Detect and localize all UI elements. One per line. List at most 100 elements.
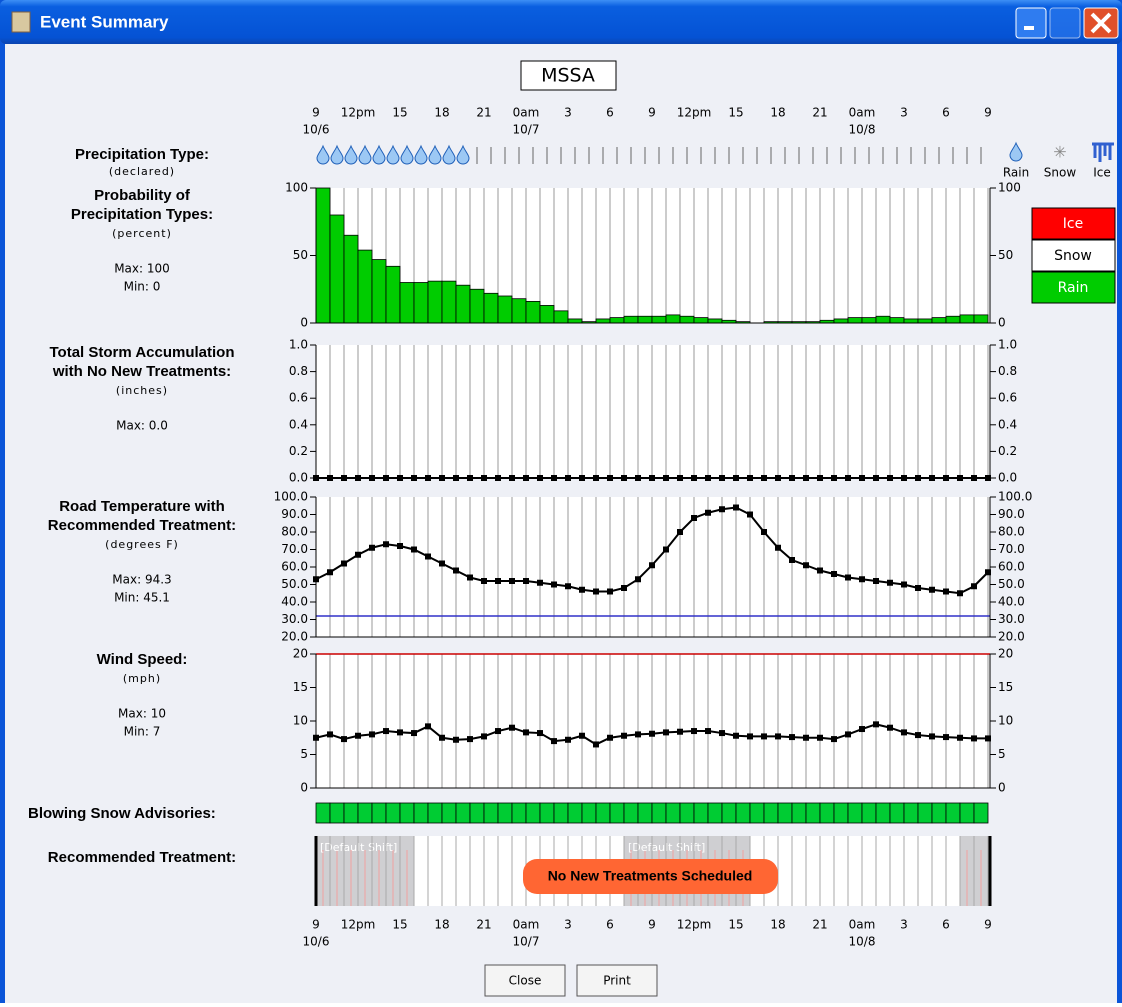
- bar: [525, 300, 541, 324]
- close-button-label[interactable]: Close: [509, 974, 542, 988]
- bar: [651, 315, 667, 324]
- point: [663, 729, 669, 736]
- point: [915, 585, 921, 591]
- point: [621, 732, 627, 739]
- y-tick-label: 50.0: [281, 577, 308, 591]
- advisory-cell: [581, 802, 597, 824]
- advisory-cell: [931, 802, 947, 824]
- y-tick-label: 0.8: [289, 364, 308, 378]
- bar: [497, 295, 513, 324]
- precip-legend-label: Rain: [1003, 166, 1029, 180]
- print-button[interactable]: [576, 964, 658, 997]
- advisory-cell: [329, 802, 345, 824]
- point: [831, 571, 837, 577]
- rain-drop: [456, 144, 470, 165]
- y-tick-label: 20: [293, 647, 308, 661]
- point: [747, 733, 753, 740]
- point: [677, 728, 683, 735]
- y2-tick-label: 50: [998, 248, 1013, 262]
- bar: [595, 318, 611, 324]
- time-label: 12pm: [341, 918, 376, 932]
- point: [859, 576, 865, 583]
- time-label: 3: [900, 918, 908, 932]
- y-tick-label: 40.0: [281, 595, 308, 609]
- chart-stat: Min: 0: [124, 280, 161, 294]
- y2-tick-label: 0.6: [998, 391, 1017, 405]
- point: [327, 569, 333, 576]
- point: [761, 529, 767, 535]
- y2-tick-label: 0.8: [998, 364, 1017, 378]
- point: [607, 734, 613, 741]
- time-label: 0am: [849, 106, 876, 120]
- maximize-button[interactable]: [1049, 7, 1081, 39]
- y-tick-label: 0.4: [289, 417, 308, 431]
- minimize-glyph: [1024, 26, 1034, 30]
- advisory-cell: [679, 802, 695, 824]
- close-glyph: [1090, 12, 1112, 34]
- legend-label: Snow: [1054, 248, 1092, 264]
- bar: [931, 317, 947, 324]
- y-tick-label: 100.0: [274, 490, 308, 504]
- close-button[interactable]: [484, 964, 566, 997]
- app-icon: [11, 11, 31, 33]
- point: [985, 569, 991, 576]
- chart-stat: Min: 7: [124, 725, 161, 739]
- advisory-cell: [749, 802, 765, 824]
- bar: [385, 265, 401, 324]
- advisory-cell: [819, 802, 835, 824]
- time-label: 0am: [513, 918, 540, 932]
- advisory-cell: [665, 802, 681, 824]
- point: [411, 546, 417, 553]
- bar: [567, 318, 583, 324]
- bar: [945, 315, 961, 324]
- chart-title: Recommended Treatment:: [48, 517, 236, 534]
- bar: [539, 305, 555, 324]
- point: [467, 736, 473, 743]
- point: [733, 504, 739, 511]
- advisory-cell: [791, 802, 807, 824]
- advisory-cell: [595, 802, 611, 824]
- time-label: 15: [392, 918, 407, 932]
- rain-drop: [386, 144, 400, 165]
- time-label: 9: [312, 918, 320, 932]
- point: [705, 728, 711, 735]
- time-label: 18: [434, 106, 449, 120]
- time-label: 21: [812, 106, 827, 120]
- advisory-cell: [483, 802, 499, 824]
- point: [565, 736, 571, 743]
- point: [467, 574, 473, 581]
- point: [943, 588, 949, 595]
- advisory-cell: [651, 802, 667, 824]
- shift-label: [Default Shift]: [320, 841, 397, 854]
- advisory-cell: [357, 802, 373, 824]
- time-label: 3: [564, 106, 572, 120]
- bar: [973, 314, 989, 324]
- time-label: 12pm: [341, 106, 376, 120]
- y-tick-label: 0: [300, 781, 308, 795]
- chart-title: with No New Treatments:: [52, 363, 231, 380]
- bar: [329, 214, 345, 324]
- y-tick-label: 5: [300, 747, 308, 761]
- y-tick-label: 70.0: [281, 542, 308, 556]
- legend-swatch: [1031, 271, 1116, 304]
- print-button-label[interactable]: Print: [603, 974, 631, 988]
- row-title: Precipitation Type:: [75, 146, 209, 163]
- advisory-cell: [917, 802, 933, 824]
- advisory-cell: [623, 802, 639, 824]
- plot-area: [316, 654, 990, 788]
- point: [887, 724, 893, 731]
- point: [929, 586, 935, 593]
- point: [509, 578, 515, 584]
- y2-tick-label: 100.0: [998, 490, 1032, 504]
- advisory-cell: [343, 802, 359, 824]
- point: [971, 735, 977, 742]
- bar: [889, 317, 905, 324]
- bar: [679, 315, 695, 324]
- bar: [903, 318, 919, 324]
- y-tick-label: 15: [293, 680, 308, 694]
- time-label: 15: [728, 918, 743, 932]
- advisory-cell: [777, 802, 793, 824]
- date-label: 10/6: [303, 123, 330, 137]
- minimize-button[interactable]: [1015, 7, 1047, 39]
